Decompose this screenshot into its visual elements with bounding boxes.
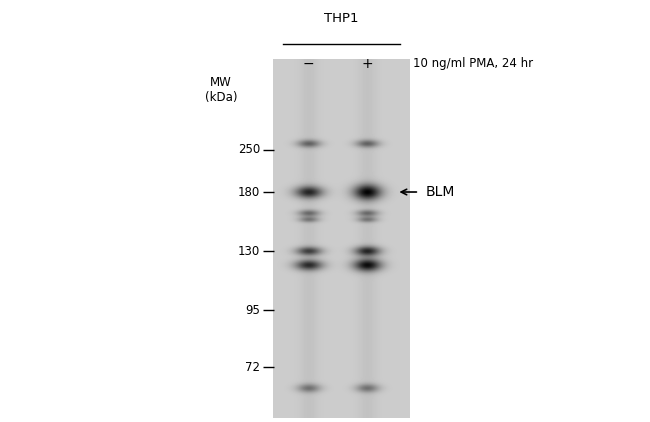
Text: 10 ng/ml PMA, 24 hr: 10 ng/ml PMA, 24 hr (413, 57, 533, 70)
Text: 250: 250 (238, 143, 260, 156)
Text: BLM: BLM (426, 185, 455, 199)
Text: 72: 72 (245, 361, 260, 373)
Text: 130: 130 (238, 245, 260, 257)
Text: THP1: THP1 (324, 12, 359, 25)
Text: MW
(kDa): MW (kDa) (205, 76, 237, 104)
Text: −: − (303, 57, 315, 71)
Text: 95: 95 (245, 304, 260, 316)
Text: +: + (361, 57, 373, 71)
Text: 180: 180 (238, 186, 260, 198)
